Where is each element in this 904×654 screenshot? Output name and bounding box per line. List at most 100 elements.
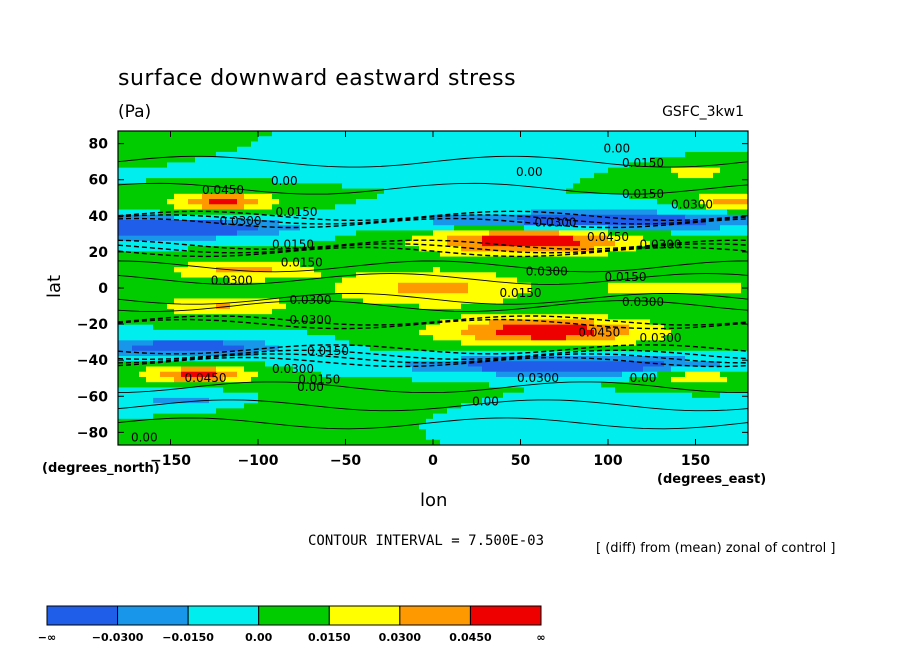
field-cell xyxy=(118,230,238,236)
contour-label: 0.0300 xyxy=(290,313,332,327)
x-tick-label: −100 xyxy=(238,453,279,469)
contour-label: 0.0300 xyxy=(211,273,253,287)
contour-label: 0.0450 xyxy=(185,371,227,385)
field-cell xyxy=(531,335,567,341)
field-cell xyxy=(678,173,714,179)
field-cell xyxy=(608,314,749,320)
field-cell xyxy=(433,335,476,341)
x-tick-label: 50 xyxy=(511,453,531,469)
field-cell xyxy=(139,372,161,378)
field-cell xyxy=(118,194,175,200)
field-cell xyxy=(727,210,749,216)
y-tick-label: −20 xyxy=(77,317,108,333)
contour-label: 0.00 xyxy=(603,142,630,156)
field-cell xyxy=(118,178,147,184)
field-cell xyxy=(335,288,399,294)
field-cell xyxy=(251,141,749,147)
field-cell xyxy=(258,393,504,399)
y-tick-label: 80 xyxy=(89,137,109,153)
colorbar-swatch xyxy=(259,606,330,625)
field-cell xyxy=(118,403,245,409)
contour-label: 0.00 xyxy=(630,371,657,385)
field-cell xyxy=(118,136,259,142)
field-cell xyxy=(244,403,462,409)
field-cell xyxy=(419,330,462,336)
contour-label: 0.0450 xyxy=(578,326,620,340)
field-cell xyxy=(426,429,749,435)
field-cell xyxy=(118,424,420,430)
field-cell xyxy=(447,236,483,242)
field-cell xyxy=(118,346,133,352)
field-cell xyxy=(118,131,273,137)
field-cell xyxy=(433,230,490,236)
contour-label: 0.00 xyxy=(472,394,499,408)
field-cell xyxy=(118,199,168,205)
contour-label: 0.0300 xyxy=(640,331,682,345)
x-tick-label: 100 xyxy=(593,453,622,469)
field-cell xyxy=(216,408,448,414)
field-cell xyxy=(118,377,147,383)
field-cell xyxy=(356,230,434,236)
field-cell xyxy=(398,288,469,294)
field-cell xyxy=(118,304,168,310)
x-axis-label: lon xyxy=(420,490,447,511)
field-cell xyxy=(300,225,455,231)
field-cell xyxy=(153,414,434,420)
field-cell xyxy=(202,204,245,210)
field-cell xyxy=(174,204,203,210)
field-cell xyxy=(118,204,175,210)
contour-label: 0.0300 xyxy=(220,214,262,228)
contour-label: 0.00 xyxy=(131,430,158,444)
field-cell xyxy=(230,304,287,310)
y-unit-caption: (degrees_north) xyxy=(42,461,160,476)
colorbar-label: −0.0150 xyxy=(162,631,214,644)
field-cell xyxy=(720,168,749,174)
field-cell xyxy=(335,335,434,341)
contour-label: 0.0450 xyxy=(587,230,629,244)
field-cell xyxy=(237,230,280,236)
field-cell xyxy=(314,267,434,273)
contour-label: 0.0150 xyxy=(500,286,542,300)
field-cell xyxy=(384,189,567,195)
field-cell xyxy=(132,346,245,352)
colorbar-swatch xyxy=(329,606,400,625)
colorbar-label: −0.0300 xyxy=(92,631,144,644)
field-cell xyxy=(461,340,637,346)
field-cell xyxy=(664,325,749,331)
field-cell xyxy=(342,183,574,189)
colorbar-swatch xyxy=(118,606,189,625)
contour-label: 0.0150 xyxy=(281,255,323,269)
field-cell xyxy=(118,340,154,346)
field-cell xyxy=(237,147,749,153)
contour-label: 0.00 xyxy=(516,165,543,179)
field-cell xyxy=(433,267,441,273)
field-cell xyxy=(398,283,469,289)
field-cell xyxy=(118,325,154,331)
contour-label: 0.0300 xyxy=(290,293,332,307)
field-cell xyxy=(223,340,266,346)
field-cell xyxy=(496,372,623,378)
field-cell xyxy=(720,225,749,231)
contour-label: 0.0300 xyxy=(671,198,713,212)
field-cell xyxy=(118,246,189,252)
field-cell xyxy=(356,199,658,205)
contour-label: 0.0150 xyxy=(605,270,647,284)
field-cell xyxy=(321,372,497,378)
contour-label: 0.0300 xyxy=(535,216,577,230)
field-cell xyxy=(118,141,252,147)
field-cell xyxy=(426,325,469,331)
field-cell xyxy=(118,257,749,263)
field-cell xyxy=(118,267,175,273)
field-cell xyxy=(489,230,560,236)
field-cell xyxy=(503,393,693,399)
field-cell xyxy=(118,330,308,336)
y-tick-label: −80 xyxy=(77,425,108,441)
field-cell xyxy=(713,199,749,205)
colorbar-label: 0.0450 xyxy=(449,631,492,644)
x-tick-label: 0 xyxy=(428,453,438,469)
y-axis-label: lat xyxy=(44,275,65,298)
field-cell xyxy=(608,251,749,257)
colorbar-swatch xyxy=(470,606,541,625)
field-cell xyxy=(118,367,147,373)
field-cell xyxy=(188,199,210,205)
